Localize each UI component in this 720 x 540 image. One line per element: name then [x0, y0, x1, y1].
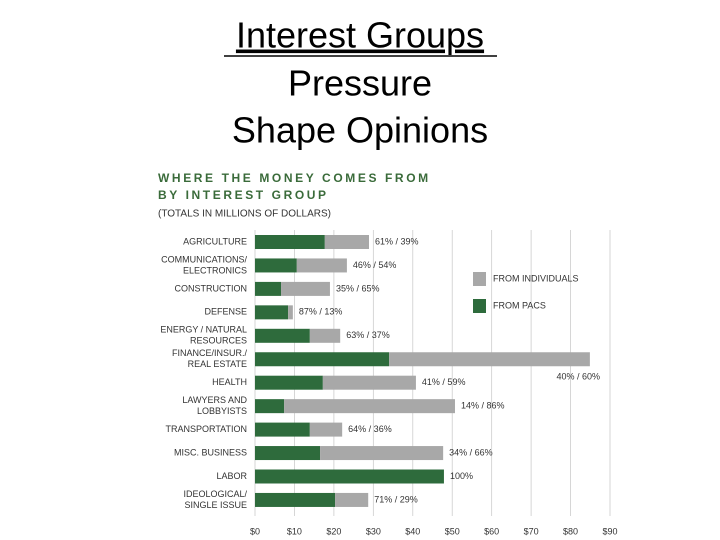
y-tick-label: LABOR	[216, 471, 247, 481]
chart-subtitle: (TOTALS IN MILLIONS OF DOLLARS)	[158, 209, 331, 220]
bar-segment	[284, 399, 455, 414]
y-tick-label: MISC. BUSINESS	[174, 447, 247, 457]
bar-label: 63% / 37%	[346, 330, 390, 340]
bar-label: 46% / 54%	[353, 260, 397, 270]
slide-title: Interest Groups	[236, 15, 484, 56]
bar-segment	[255, 352, 390, 367]
x-tick-label: $60	[484, 526, 499, 536]
bar-segment	[296, 258, 347, 273]
y-tick-label: FINANCE/INSUR./	[172, 348, 248, 358]
x-tick-label: $30	[366, 526, 381, 536]
bar-label: 40% / 60%	[556, 372, 600, 382]
bar-segment	[320, 446, 444, 461]
bar-segment	[309, 422, 343, 437]
legend-label: FROM PACS	[493, 300, 546, 310]
bar-segment	[255, 446, 321, 461]
bar-label: 71% / 29%	[374, 494, 418, 504]
x-tick-label: $40	[405, 526, 420, 536]
bar-segment	[255, 375, 323, 390]
legend-swatch	[473, 299, 486, 313]
legend-label: FROM INDIVIDUALS	[493, 273, 579, 283]
bar-label: 61% / 39%	[375, 236, 419, 246]
bar-segment	[255, 328, 310, 343]
bar-segment	[255, 492, 336, 507]
bar-segment	[255, 305, 289, 320]
x-tick-label: $0	[250, 526, 260, 536]
bar-segment	[288, 305, 293, 320]
y-tick-label: DEFENSE	[204, 307, 247, 317]
legend-swatch	[473, 272, 486, 286]
x-tick-label: $50	[445, 526, 460, 536]
bar-segment	[324, 235, 369, 249]
bar-segment	[255, 469, 444, 484]
slide-title: Shape Opinions	[232, 110, 488, 151]
bar-label: 34% / 66%	[449, 447, 493, 457]
bar-segment	[255, 399, 285, 414]
bar-segment	[255, 422, 310, 437]
bar-segment	[281, 281, 330, 296]
bar-segment	[309, 328, 341, 343]
y-tick-label: REAL ESTATE	[188, 359, 247, 369]
bar-segment	[322, 375, 416, 390]
x-tick-label: $20	[326, 526, 341, 536]
chart-title: BY INTEREST GROUP	[158, 188, 329, 202]
x-tick-label: $10	[287, 526, 302, 536]
x-tick-label: $80	[563, 526, 578, 536]
bar-label: 64% / 36%	[348, 424, 392, 434]
bar-segment	[335, 492, 369, 507]
y-tick-label: AGRICULTURE	[183, 236, 247, 246]
bar-label: 87% / 13%	[299, 307, 343, 317]
bar-label: 14% / 86%	[461, 401, 505, 411]
chart-title: WHERE THE MONEY COMES FROM	[158, 171, 431, 185]
x-tick-label: $70	[524, 526, 539, 536]
bar-segment	[255, 281, 282, 296]
x-tick-label: $90	[602, 526, 617, 536]
y-tick-label: HEALTH	[212, 377, 247, 387]
y-tick-label: IDEOLOGICAL/	[183, 489, 247, 499]
bar-label: 100%	[450, 471, 473, 481]
bar-segment	[389, 352, 590, 367]
bar-segment	[255, 235, 325, 249]
y-tick-label: LAWYERS AND	[182, 395, 247, 405]
bar-label: 35% / 65%	[336, 283, 380, 293]
y-tick-label: ENERGY / NATURAL	[160, 325, 247, 335]
y-tick-label: CONSTRUCTION	[175, 283, 248, 293]
y-tick-label: ELECTRONICS	[183, 265, 247, 275]
bar-label: 41% / 59%	[422, 377, 466, 387]
bar-segment	[255, 258, 297, 273]
y-tick-label: RESOURCES	[190, 336, 247, 346]
y-tick-label: TRANSPORTATION	[165, 424, 247, 434]
y-tick-label: COMMUNICATIONS/	[161, 254, 247, 264]
slide-title: Pressure	[288, 63, 432, 104]
y-tick-label: SINGLE ISSUE	[184, 500, 247, 510]
y-tick-label: LOBBYISTS	[197, 406, 247, 416]
